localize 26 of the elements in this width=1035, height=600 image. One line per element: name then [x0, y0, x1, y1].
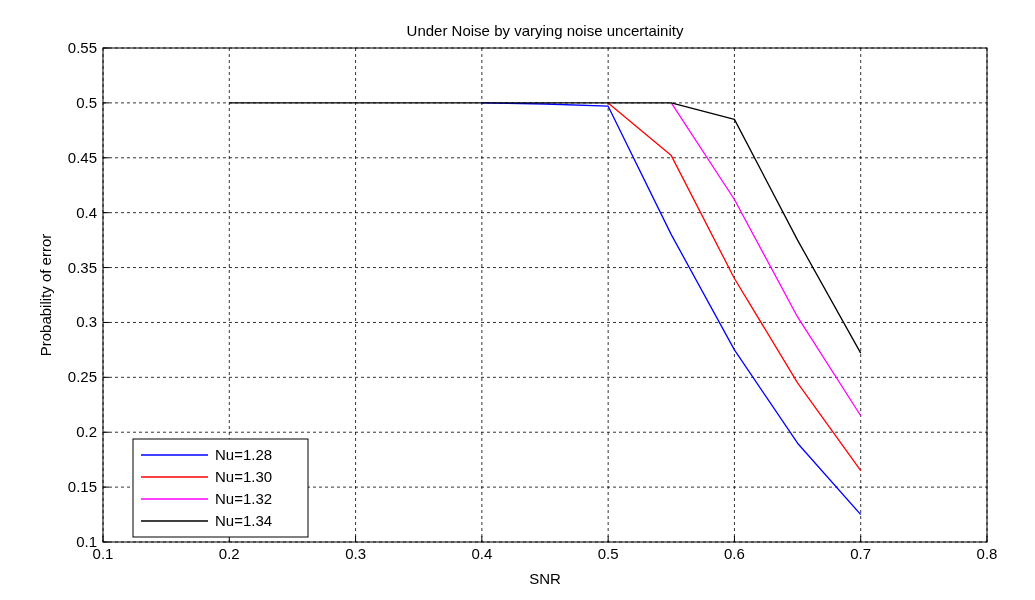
x-tick-label: 0.6: [724, 545, 745, 562]
legend-label: Nu=1.30: [215, 468, 273, 485]
x-tick-label: 0.8: [976, 545, 998, 562]
y-axis-title: Probability of error: [37, 233, 54, 357]
x-axis-title: SNR: [529, 570, 561, 587]
x-tick-label: 0.2: [218, 545, 240, 562]
legend-label: Nu=1.32: [215, 490, 273, 507]
y-tick-label: 0.4: [76, 203, 97, 221]
x-tick-label: 0.4: [471, 545, 493, 562]
y-tick-label: 0.15: [67, 478, 97, 496]
y-tick-label: 0.1: [76, 533, 97, 550]
y-tick-label: 0.5: [76, 93, 97, 111]
x-tick-label: 0.7: [850, 545, 872, 562]
chart-title: Under Noise by varying noise uncertainity: [406, 22, 684, 39]
y-tick-label: 0.3: [76, 313, 97, 331]
legend-label: Nu=1.28: [215, 446, 273, 463]
line-series: [607, 102, 862, 472]
y-tick-label: 0.35: [67, 258, 97, 276]
y-tick-label: 0.25: [67, 368, 97, 386]
y-tick-label: 0.55: [67, 39, 97, 56]
legend-label: Nu=1.34: [215, 512, 273, 529]
x-tick-label: 0.3: [345, 545, 366, 562]
x-tick-label: 0.5: [597, 545, 619, 562]
y-tick-label: 0.2: [76, 423, 97, 441]
line-series: [670, 102, 862, 417]
y-tick-label: 0.45: [67, 148, 97, 166]
